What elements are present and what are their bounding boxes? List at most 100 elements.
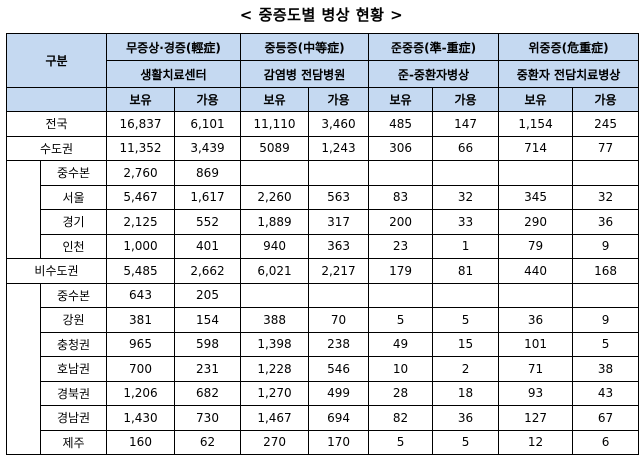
facility-mild: 생활치료센터	[105, 60, 242, 88]
table-row: 충청권 965 598 1,398 238 49 15 101 5	[7, 331, 640, 357]
table-cell: 563	[308, 184, 370, 210]
table-cell: 101	[498, 331, 574, 357]
page-title: < 중증도별 병상 현황 >	[239, 6, 404, 24]
table-cell	[572, 282, 640, 308]
group-label-moderate: 중등증(中等症)	[240, 33, 370, 61]
table-cell: 15	[432, 331, 500, 357]
table-cell: 5	[572, 331, 640, 357]
table-cell: 1,154	[498, 111, 574, 137]
table-body: 전국 16,837 6,101 11,110 3,460 485 147 1,154 245 수도…	[6, 111, 640, 455]
header-hold: 보유	[368, 87, 434, 112]
table-row: 경기 2,125 552 1,889 317 200 33 290 36	[7, 209, 640, 235]
group-label-semi-severe: 준중증(準-重症)	[368, 33, 500, 61]
table-cell: 43	[572, 380, 640, 406]
table-cell: 1,398	[240, 331, 310, 357]
row-name: 제주	[40, 429, 107, 455]
row-name: 서울	[40, 184, 107, 210]
table-cell: 33	[432, 209, 500, 235]
table-cell: 205	[173, 282, 242, 308]
table-cell: 93	[498, 380, 574, 406]
table-cell: 81	[432, 258, 500, 284]
table-cell: 552	[173, 209, 242, 235]
table-cell	[368, 282, 434, 308]
bed-status-table: 구분 무증상·경증(輕症) 중등증(中等症) 준중증(準-重症) 위중증(危重症…	[6, 33, 640, 455]
table-cell	[432, 160, 500, 186]
facility-moderate: 감염병 전담병원	[240, 60, 370, 88]
table-cell: 179	[368, 258, 434, 284]
table-cell: 317	[308, 209, 370, 235]
table-cell: 730	[173, 405, 242, 431]
table-cell: 36	[498, 307, 574, 333]
table-cell: 23	[368, 233, 434, 259]
table-cell: 1,206	[106, 380, 175, 406]
table-cell: 12	[498, 429, 574, 455]
table-cell	[572, 160, 640, 186]
header-hold: 보유	[106, 87, 175, 112]
table-cell: 5	[368, 307, 434, 333]
table-cell: 388	[240, 307, 310, 333]
table-cell: 36	[572, 209, 640, 235]
table-cell	[498, 282, 574, 308]
table-cell: 66	[432, 135, 500, 161]
indent-cell	[6, 282, 41, 455]
table-cell: 160	[106, 429, 175, 455]
table-cell: 6,101	[173, 111, 242, 137]
table-cell: 546	[308, 356, 370, 382]
facility-semi-severe: 준-중환자병상	[368, 60, 500, 88]
table-cell: 440	[498, 258, 574, 284]
table-cell: 381	[106, 307, 175, 333]
table-cell	[368, 160, 434, 186]
table-cell: 1,889	[240, 209, 310, 235]
row-name: 강원	[40, 307, 107, 333]
table-row: 비수도권 5,485 2,662 6,021 2,217 179 81 440 168	[6, 258, 640, 284]
table-cell: 71	[498, 356, 574, 382]
table-cell: 16,837	[106, 111, 175, 137]
table-row: 경남권 1,430 730 1,467 694 82 36 127 67	[7, 405, 640, 431]
table-cell: 1,228	[240, 356, 310, 382]
table-cell: 11,110	[240, 111, 310, 137]
table-cell: 2,760	[106, 160, 175, 186]
table-cell	[432, 282, 500, 308]
table-cell: 2,260	[240, 184, 310, 210]
table-cell: 9	[572, 233, 640, 259]
row-name: 인천	[40, 233, 107, 259]
table-cell: 170	[308, 429, 370, 455]
table-cell: 700	[106, 356, 175, 382]
table-cell: 1,270	[240, 380, 310, 406]
table-cell: 70	[308, 307, 370, 333]
table-cell: 499	[308, 380, 370, 406]
row-name: 경북권	[40, 380, 107, 406]
table-cell: 5,467	[106, 184, 175, 210]
table-cell: 62	[173, 429, 242, 455]
row-name: 호남권	[40, 356, 107, 382]
facility-severe: 중환자 전담치료병상	[498, 60, 640, 88]
row-name: 중수본	[40, 160, 107, 186]
table-cell: 231	[173, 356, 242, 382]
row-name: 비수도권	[6, 258, 107, 284]
header-avail: 가용	[432, 87, 500, 112]
header-gubun: 구분	[6, 33, 107, 88]
table-cell: 363	[308, 233, 370, 259]
table-cell: 77	[572, 135, 640, 161]
table-cell	[240, 282, 310, 308]
table-cell: 32	[432, 184, 500, 210]
group-label-mild: 무증상·경증(輕症)	[105, 33, 242, 61]
group-label-severe: 위중증(危重症)	[498, 33, 640, 61]
indent-cell	[6, 160, 41, 259]
table-cell: 79	[498, 233, 574, 259]
table-row: 강원 381 154 388 70 5 5 36 9	[7, 307, 640, 333]
table-cell: 345	[498, 184, 574, 210]
row-name: 충청권	[40, 331, 107, 357]
table-cell: 5089	[240, 135, 310, 161]
table-cell: 38	[572, 356, 640, 382]
table-cell: 5	[432, 429, 500, 455]
table-cell: 306	[368, 135, 434, 161]
table-cell: 32	[572, 184, 640, 210]
row-name: 경기	[40, 209, 107, 235]
table-cell: 2	[432, 356, 500, 382]
table-row: 중수본 643 205	[6, 282, 640, 455]
table-cell: 714	[498, 135, 574, 161]
table-cell: 49	[368, 331, 434, 357]
table-cell: 82	[368, 405, 434, 431]
table-cell: 401	[173, 233, 242, 259]
